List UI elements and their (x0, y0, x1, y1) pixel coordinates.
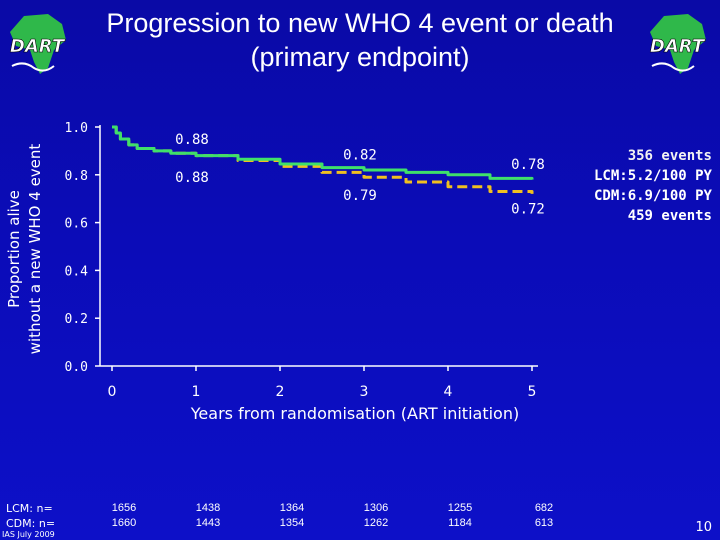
y-tick-label: 0.2 (65, 312, 88, 327)
value-annotation: 0.88 (175, 170, 209, 186)
title-line-1: Progression to new WHO 4 event or death (106, 8, 614, 38)
risk-number-lcm: 1438 (195, 502, 221, 514)
x-tick-label: 0 (108, 384, 117, 400)
risk-number-lcm: 1364 (279, 502, 305, 514)
page-number: 10 (695, 520, 712, 535)
x-tick-label: 4 (444, 384, 453, 400)
events-line-3: CDM:6.9/100 PY (593, 188, 712, 204)
value-annotation: 0.88 (175, 132, 209, 148)
y-tick-label: 0.8 (65, 169, 88, 184)
x-axis-label: Years from randomisation (ART initiation… (190, 404, 520, 423)
risk-number-cdm: 1443 (195, 517, 221, 529)
risk-label-lcm: LCM: n= (6, 502, 53, 515)
y-tick-label: 1.0 (65, 121, 88, 136)
risk-number-lcm: 1656 (111, 502, 137, 514)
events-line-1: 356 events (627, 148, 712, 164)
events-line-4: 459 events (627, 208, 712, 224)
risk-number-cdm: 1262 (363, 517, 389, 529)
x-tick-label: 2 (276, 384, 285, 400)
y-tick-label: 0.6 (65, 217, 88, 232)
dart-logo-left: DART (10, 14, 66, 74)
risk-label-cdm: CDM: n= (6, 517, 56, 530)
risk-number-cdm: 1354 (279, 517, 305, 529)
risk-number-lcm: 682 (534, 502, 554, 514)
x-tick-label: 3 (360, 384, 369, 400)
value-annotation: 0.79 (343, 188, 377, 204)
dart-logo-right: DART (650, 14, 706, 74)
y-tick-label: 0.4 (65, 264, 89, 279)
logo-text: DART (10, 36, 66, 57)
risk-number-cdm: 1184 (448, 517, 472, 529)
y-tick-label: 0.0 (65, 360, 88, 375)
value-annotation: 0.72 (511, 201, 545, 217)
risk-number-lcm: 1306 (363, 502, 389, 514)
x-tick-label: 1 (192, 384, 201, 400)
risk-number-lcm: 1255 (447, 502, 473, 514)
value-annotation: 0.78 (511, 157, 545, 173)
risk-number-cdm: 1660 (111, 517, 137, 529)
footer-text: IAS July 2009 (2, 530, 55, 539)
events-line-2: LCM:5.2/100 PY (593, 168, 712, 184)
value-annotation: 0.82 (343, 147, 377, 163)
logo-text: DART (650, 36, 706, 57)
title-line-2: (primary endpoint) (250, 42, 470, 72)
slide-title: Progression to new WHO 4 event or death … (80, 6, 640, 74)
risk-number-cdm: 613 (534, 517, 554, 529)
x-tick-label: 5 (528, 384, 537, 400)
events-summary: 356 events LCM:5.2/100 PY CDM:6.9/100 PY… (560, 146, 712, 226)
series-line-lcm (112, 125, 534, 180)
